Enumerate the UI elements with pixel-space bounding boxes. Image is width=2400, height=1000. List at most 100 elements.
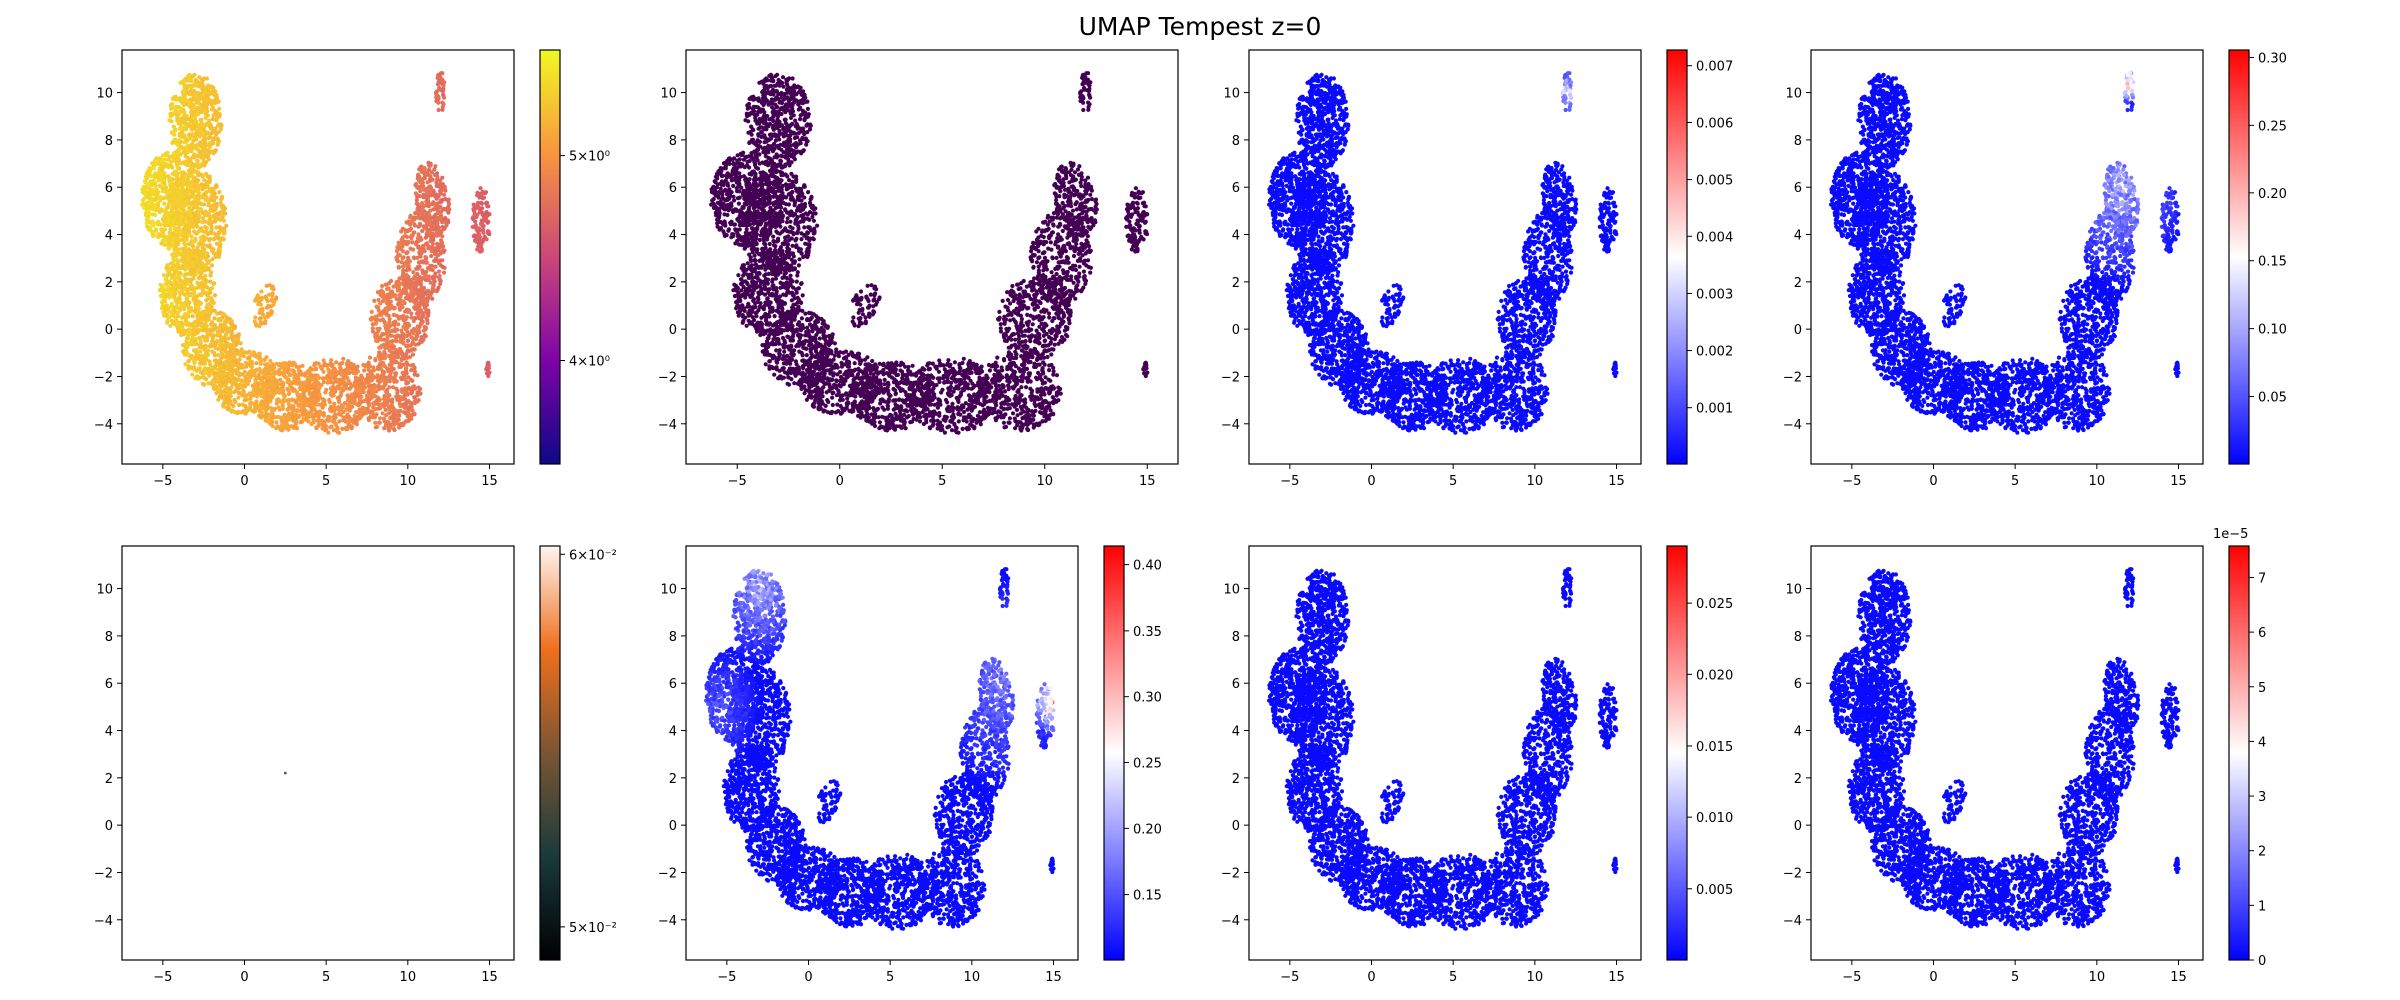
scatter-point bbox=[152, 166, 156, 170]
scatter-point bbox=[142, 202, 146, 206]
scatter-point bbox=[204, 314, 208, 318]
scatter-point bbox=[403, 291, 407, 295]
scatter-point bbox=[167, 237, 171, 241]
scatter-point bbox=[204, 344, 208, 348]
scatter-point bbox=[268, 385, 272, 389]
scatter-point bbox=[392, 380, 396, 384]
scatter-point bbox=[163, 215, 167, 219]
scatter-point bbox=[397, 287, 401, 291]
scatter-point bbox=[359, 390, 363, 394]
scatter-point bbox=[400, 395, 404, 399]
scatter-point bbox=[335, 429, 339, 433]
scatter-point bbox=[376, 339, 380, 343]
scatter-point bbox=[431, 268, 435, 272]
scatter-point bbox=[414, 276, 418, 280]
scatter-point bbox=[321, 376, 325, 380]
scatter-point bbox=[218, 372, 222, 376]
scatter-point bbox=[175, 301, 179, 305]
scatter-point bbox=[399, 229, 403, 233]
scatter-point bbox=[168, 202, 172, 206]
scatter-point bbox=[286, 428, 290, 432]
scatter-point bbox=[404, 261, 408, 265]
scatter-point bbox=[189, 309, 193, 313]
scatter-point bbox=[313, 377, 317, 381]
scatter-point bbox=[406, 392, 410, 396]
scatter-point bbox=[283, 419, 287, 423]
scatter-point bbox=[185, 237, 189, 241]
scatter-point bbox=[433, 280, 437, 284]
scatter-point bbox=[392, 413, 396, 417]
scatter-point bbox=[434, 259, 438, 263]
scatter-point bbox=[182, 127, 186, 131]
scatter-point bbox=[212, 251, 216, 255]
scatter-point bbox=[209, 296, 213, 300]
scatter-point bbox=[240, 386, 244, 390]
scatter-point bbox=[384, 376, 388, 380]
scatter-point bbox=[196, 300, 200, 304]
scatter-point bbox=[311, 400, 315, 404]
scatter-point bbox=[170, 286, 174, 290]
scatter-point bbox=[418, 265, 422, 269]
scatter-point bbox=[397, 265, 401, 269]
scatter-point bbox=[338, 369, 342, 373]
scatter-point bbox=[381, 411, 385, 415]
scatter-point bbox=[206, 91, 210, 95]
scatter-point bbox=[442, 271, 446, 275]
scatter-point bbox=[354, 392, 358, 396]
scatter-point bbox=[394, 351, 398, 355]
scatter-point bbox=[314, 425, 318, 429]
scatter-point bbox=[190, 253, 194, 257]
scatter-point bbox=[259, 359, 263, 363]
scatter-point bbox=[207, 157, 211, 161]
scatter-point bbox=[185, 340, 189, 344]
scatter-point bbox=[195, 330, 199, 334]
scatter-point bbox=[215, 96, 219, 100]
scatter-point bbox=[237, 332, 241, 336]
scatter-point bbox=[347, 365, 351, 369]
scatter-point bbox=[207, 218, 211, 222]
scatter-point bbox=[187, 327, 191, 331]
scatter-point bbox=[432, 288, 436, 292]
scatter-point bbox=[249, 401, 253, 405]
scatter-point bbox=[189, 235, 193, 239]
scatter-point bbox=[416, 232, 420, 236]
scatter-point bbox=[211, 188, 215, 192]
scatter-point bbox=[405, 273, 409, 277]
scatter-point bbox=[275, 401, 279, 405]
scatter-point bbox=[408, 299, 412, 303]
scatter-point bbox=[409, 335, 413, 339]
scatter-point bbox=[174, 206, 178, 210]
scatter-point bbox=[162, 299, 166, 303]
scatter-point bbox=[174, 181, 178, 185]
scatter-point bbox=[299, 381, 303, 385]
scatter-point bbox=[141, 185, 145, 189]
scatter-point bbox=[173, 95, 177, 99]
scatter-point bbox=[151, 232, 155, 236]
scatter-point bbox=[243, 412, 247, 416]
scatter-point bbox=[414, 283, 418, 287]
scatter-point bbox=[410, 379, 414, 383]
scatter-point bbox=[190, 224, 194, 228]
scatter-point bbox=[199, 118, 203, 122]
scatter-point bbox=[204, 370, 208, 374]
scatter-point bbox=[231, 409, 235, 413]
scatter-point bbox=[227, 336, 231, 340]
scatter-point bbox=[175, 113, 179, 117]
scatter-point bbox=[200, 271, 204, 275]
scatter-point bbox=[183, 304, 187, 308]
scatter-point bbox=[146, 191, 150, 195]
scatter-point bbox=[213, 353, 217, 357]
scatter-point bbox=[349, 425, 353, 429]
scatter-point bbox=[192, 348, 196, 352]
scatter-point bbox=[278, 378, 282, 382]
scatter-point bbox=[181, 190, 185, 194]
scatter-point bbox=[175, 119, 179, 123]
scatter-point bbox=[329, 358, 333, 362]
scatter-point bbox=[188, 158, 192, 162]
scatter-point bbox=[417, 314, 421, 318]
scatter-point bbox=[166, 273, 170, 277]
scatter-point bbox=[202, 192, 206, 196]
scatter-point bbox=[384, 390, 388, 394]
scatter-point bbox=[213, 309, 217, 313]
scatter-point bbox=[180, 185, 184, 189]
